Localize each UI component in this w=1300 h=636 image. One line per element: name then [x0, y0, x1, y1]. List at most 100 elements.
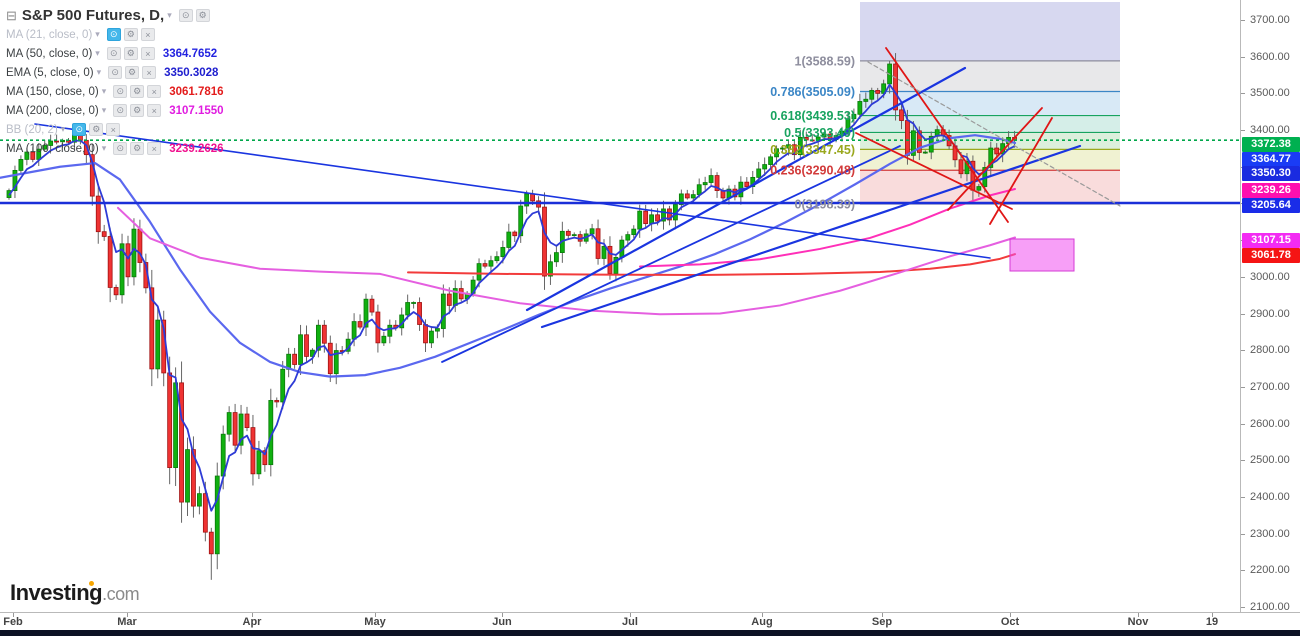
eye-icon[interactable]: ⊙: [113, 85, 128, 98]
gear-icon[interactable]: ⚙: [130, 104, 145, 117]
indicator-value: 3061.7816: [169, 85, 224, 98]
eye-icon[interactable]: ⊙: [113, 104, 128, 117]
candle-body: [875, 90, 881, 94]
time-axis-label: Jun: [492, 616, 512, 628]
gear-icon[interactable]: ⚙: [89, 123, 104, 136]
collapse-icon[interactable]: ⊟: [6, 7, 17, 23]
price-axis[interactable]: 3700.003600.003500.003400.003300.003200.…: [1240, 0, 1300, 613]
candle-body: [42, 145, 48, 150]
axis-tick: [1241, 20, 1245, 21]
chevron-down-icon[interactable]: ▾: [95, 29, 100, 39]
candle-body: [423, 324, 428, 344]
chart-pane[interactable]: 1(3588.59) 0.786(3505.09) 0.618(3439.53) 0.…: [0, 0, 1240, 612]
indicator-label[interactable]: MA (100, close, 0): [6, 142, 99, 155]
indicator-label[interactable]: EMA (5, close, 0): [6, 66, 94, 79]
time-axis-label: Nov: [1127, 616, 1149, 628]
candle-body: [625, 234, 631, 241]
chevron-down-icon[interactable]: ▾: [60, 124, 66, 134]
close-icon[interactable]: ×: [142, 66, 157, 79]
chevron-down-icon[interactable]: ▾: [96, 67, 102, 77]
indicator-value: 3350.3028: [164, 66, 219, 79]
candle-body: [637, 210, 643, 230]
symbol-title[interactable]: S&P 500 Futures, D,: [21, 7, 165, 24]
close-icon[interactable]: ×: [140, 28, 155, 41]
price-badge: 3364.77: [1242, 152, 1300, 167]
candle-body: [512, 231, 518, 237]
time-axis[interactable]: Feb Mar Apr May Jun Jul Aug Sep Oct Nov 19: [0, 612, 1300, 630]
time-axis-label: May: [364, 616, 386, 628]
trendline: [441, 145, 901, 363]
time-axis-label: Mar: [117, 616, 137, 628]
candle-body: [922, 151, 928, 154]
price-axis-label: 2600.00: [1250, 417, 1290, 430]
eye-icon[interactable]: ⊙: [108, 66, 123, 79]
gear-icon[interactable]: ⚙: [195, 9, 210, 22]
fib-label: 0.236(3290.48): [770, 164, 855, 178]
candle-body: [518, 205, 524, 237]
close-icon[interactable]: ×: [140, 47, 155, 60]
price-axis-label: 3400.00: [1250, 124, 1290, 137]
axis-tick: [1241, 56, 1245, 58]
candle-body: [786, 144, 791, 149]
candle-body: [191, 449, 196, 507]
candle-body: [357, 321, 363, 328]
price-chart[interactable]: 1(3588.59) 0.786(3505.09) 0.618(3439.53) 0.…: [0, 0, 1240, 612]
indicator-label[interactable]: MA (150, close, 0): [6, 85, 99, 98]
indicator-label[interactable]: MA (200, close, 0): [6, 104, 99, 117]
eye-icon[interactable]: ⊙: [72, 123, 87, 136]
gear-icon[interactable]: ⚙: [130, 142, 145, 155]
candle-body: [869, 90, 875, 100]
legend-row: MA (150, close, 0) ▾ ⊙ ⚙ × 3061.7816: [6, 82, 224, 101]
axis-tick: [882, 613, 883, 617]
axis-tick: [1241, 276, 1245, 278]
indicator-label[interactable]: BB (20, 2): [6, 123, 58, 136]
eye-icon[interactable]: ⊙: [106, 47, 121, 60]
indicator-value: 3107.1550: [169, 104, 224, 117]
candle-body: [994, 147, 1000, 155]
indicator-label[interactable]: MA (50, close, 0): [6, 47, 93, 60]
eye-icon[interactable]: ⊙: [178, 9, 193, 22]
candle-body: [446, 293, 452, 306]
candle-body: [315, 324, 321, 351]
candle-body: [601, 245, 607, 259]
candle-body: [30, 151, 36, 160]
candle-body: [548, 261, 553, 277]
gear-icon[interactable]: ⚙: [130, 85, 145, 98]
close-icon[interactable]: ×: [147, 142, 162, 155]
eye-icon[interactable]: ⊙: [113, 142, 128, 155]
eye-icon[interactable]: ⊙: [106, 28, 121, 41]
ema5-line: [8, 83, 1015, 512]
ma-line-ma200: [117, 206, 1016, 316]
candle-body: [202, 493, 208, 533]
chevron-down-icon[interactable]: ▾: [167, 10, 172, 20]
candle-body: [905, 120, 910, 156]
candle-body: [684, 193, 690, 199]
candle-body: [369, 298, 375, 313]
gear-icon[interactable]: ⚙: [123, 47, 138, 60]
indicator-label[interactable]: MA (21, close, 0): [6, 28, 93, 41]
time-axis-label: Oct: [1000, 616, 1020, 628]
candle-body: [667, 208, 672, 221]
chevron-down-icon[interactable]: ▾: [101, 105, 107, 115]
candle-body: [744, 181, 750, 187]
gear-icon[interactable]: ⚙: [123, 28, 138, 41]
close-icon[interactable]: ×: [147, 85, 162, 98]
candle-body: [678, 193, 684, 205]
chevron-down-icon[interactable]: ▾: [95, 48, 100, 58]
axis-tick: [1241, 313, 1245, 315]
gear-icon[interactable]: ⚙: [125, 66, 140, 79]
close-icon[interactable]: ×: [147, 104, 162, 117]
candle-body: [708, 175, 714, 183]
candle-body: [643, 210, 649, 225]
candle-body: [792, 144, 797, 156]
candle-body: [434, 328, 440, 332]
chevron-down-icon[interactable]: ▾: [101, 86, 107, 96]
candle-body: [649, 214, 654, 225]
candle-body: [405, 302, 411, 316]
candle-body: [18, 159, 24, 171]
bottom-bar: [0, 630, 1300, 636]
candle-body: [208, 531, 214, 555]
candle-body: [821, 133, 827, 138]
chevron-down-icon[interactable]: ▾: [101, 143, 107, 153]
close-icon[interactable]: ×: [106, 123, 121, 136]
